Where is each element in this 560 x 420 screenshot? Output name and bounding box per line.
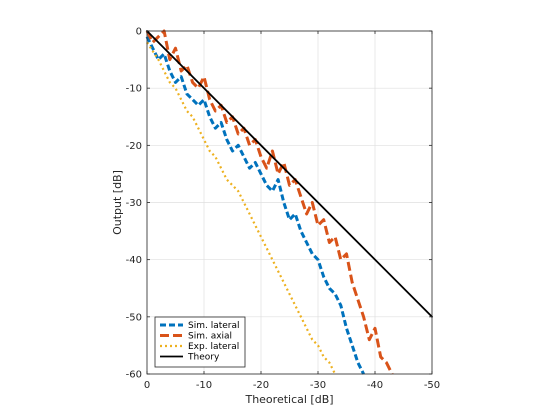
legend-label: Sim. lateral <box>188 321 240 331</box>
x-tick-label: -20 <box>253 380 269 391</box>
y-tick-label: 0 <box>136 27 142 38</box>
legend-label: Exp. lateral <box>188 342 239 352</box>
x-tick-label: 0 <box>144 380 150 391</box>
x-tick-label: -10 <box>196 380 212 391</box>
y-tick-label: -20 <box>126 141 142 152</box>
series-line <box>146 41 337 375</box>
series-layer <box>145 29 433 375</box>
y-tick-label: -60 <box>126 370 142 381</box>
series-line <box>146 30 433 318</box>
tick-labels: 0 -10 -20 -30 -40 -50 0 -10 -20 -30 -40 -50 -60 <box>126 27 441 392</box>
ticks <box>146 30 433 375</box>
y-tick-label: -30 <box>126 198 142 209</box>
y-tick-label: -50 <box>126 312 142 323</box>
legend-label: Theory <box>187 353 220 363</box>
x-axis-label: Theoretical [dB] <box>244 393 333 406</box>
x-tick-label: -50 <box>424 380 440 391</box>
y-tick-label: -10 <box>126 84 142 95</box>
legend-label: Sim. axial <box>188 332 232 342</box>
y-tick-label: -40 <box>126 255 142 266</box>
series-line <box>145 29 394 375</box>
x-tick-label: -40 <box>367 380 383 391</box>
y-axis-label: Output [dB] <box>111 170 124 235</box>
x-tick-label: -30 <box>310 380 326 391</box>
series-line <box>145 36 365 375</box>
